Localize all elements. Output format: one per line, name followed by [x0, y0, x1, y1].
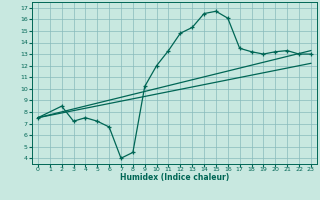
X-axis label: Humidex (Indice chaleur): Humidex (Indice chaleur) [120, 173, 229, 182]
